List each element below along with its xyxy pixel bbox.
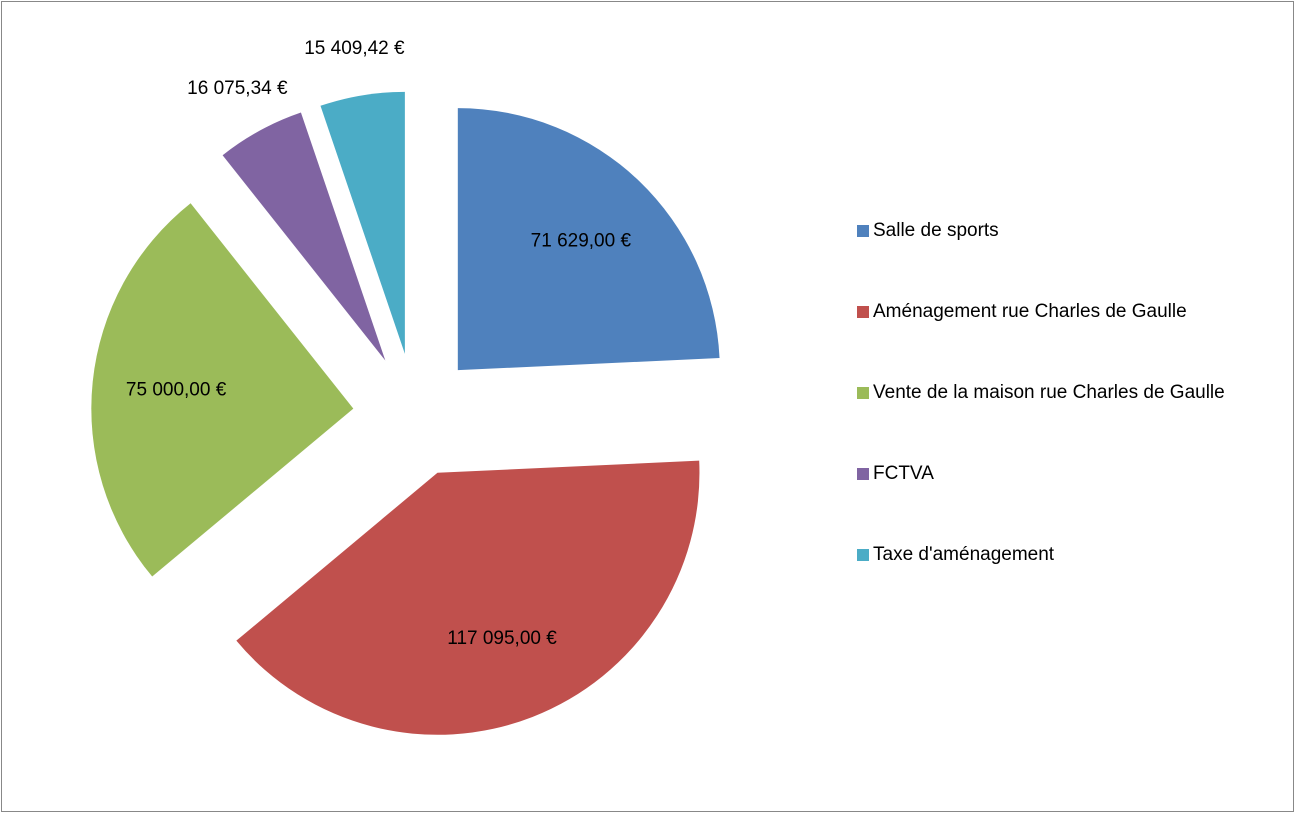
pie-slice — [236, 460, 700, 735]
legend-item: Taxe d'aménagement — [857, 542, 1258, 568]
legend-swatch — [857, 225, 869, 237]
data-label: 71 629,00 € — [531, 230, 632, 251]
legend-item: Aménagement rue Charles de Gaulle — [857, 299, 1258, 325]
data-label: 15 409,42 € — [304, 38, 405, 59]
legend-swatch — [857, 549, 869, 561]
data-label: 117 095,00 € — [447, 628, 557, 649]
legend-item: FCTVA — [857, 461, 1258, 487]
pie-slice — [320, 91, 405, 354]
pie-slice — [91, 203, 354, 577]
legend-label: Taxe d'aménagement — [873, 544, 1055, 565]
legend-swatch — [857, 468, 869, 480]
data-label: 16 075,34 € — [187, 78, 288, 99]
legend-item: Salle de sports — [857, 218, 1258, 244]
data-label: 75 000,00 € — [126, 379, 227, 400]
legend-swatch — [857, 387, 869, 399]
legend-label: Salle de sports — [873, 220, 999, 241]
pie-slice — [222, 112, 386, 361]
legend-label: Aménagement rue Charles de Gaulle — [873, 301, 1187, 322]
legend-item: Vente de la maison rue Charles de Gaulle — [857, 380, 1258, 406]
legend-swatch — [857, 306, 869, 318]
legend-label: Vente de la maison rue Charles de Gaulle — [873, 382, 1225, 403]
pie-slice — [457, 108, 720, 371]
legend-label: FCTVA — [873, 463, 934, 484]
